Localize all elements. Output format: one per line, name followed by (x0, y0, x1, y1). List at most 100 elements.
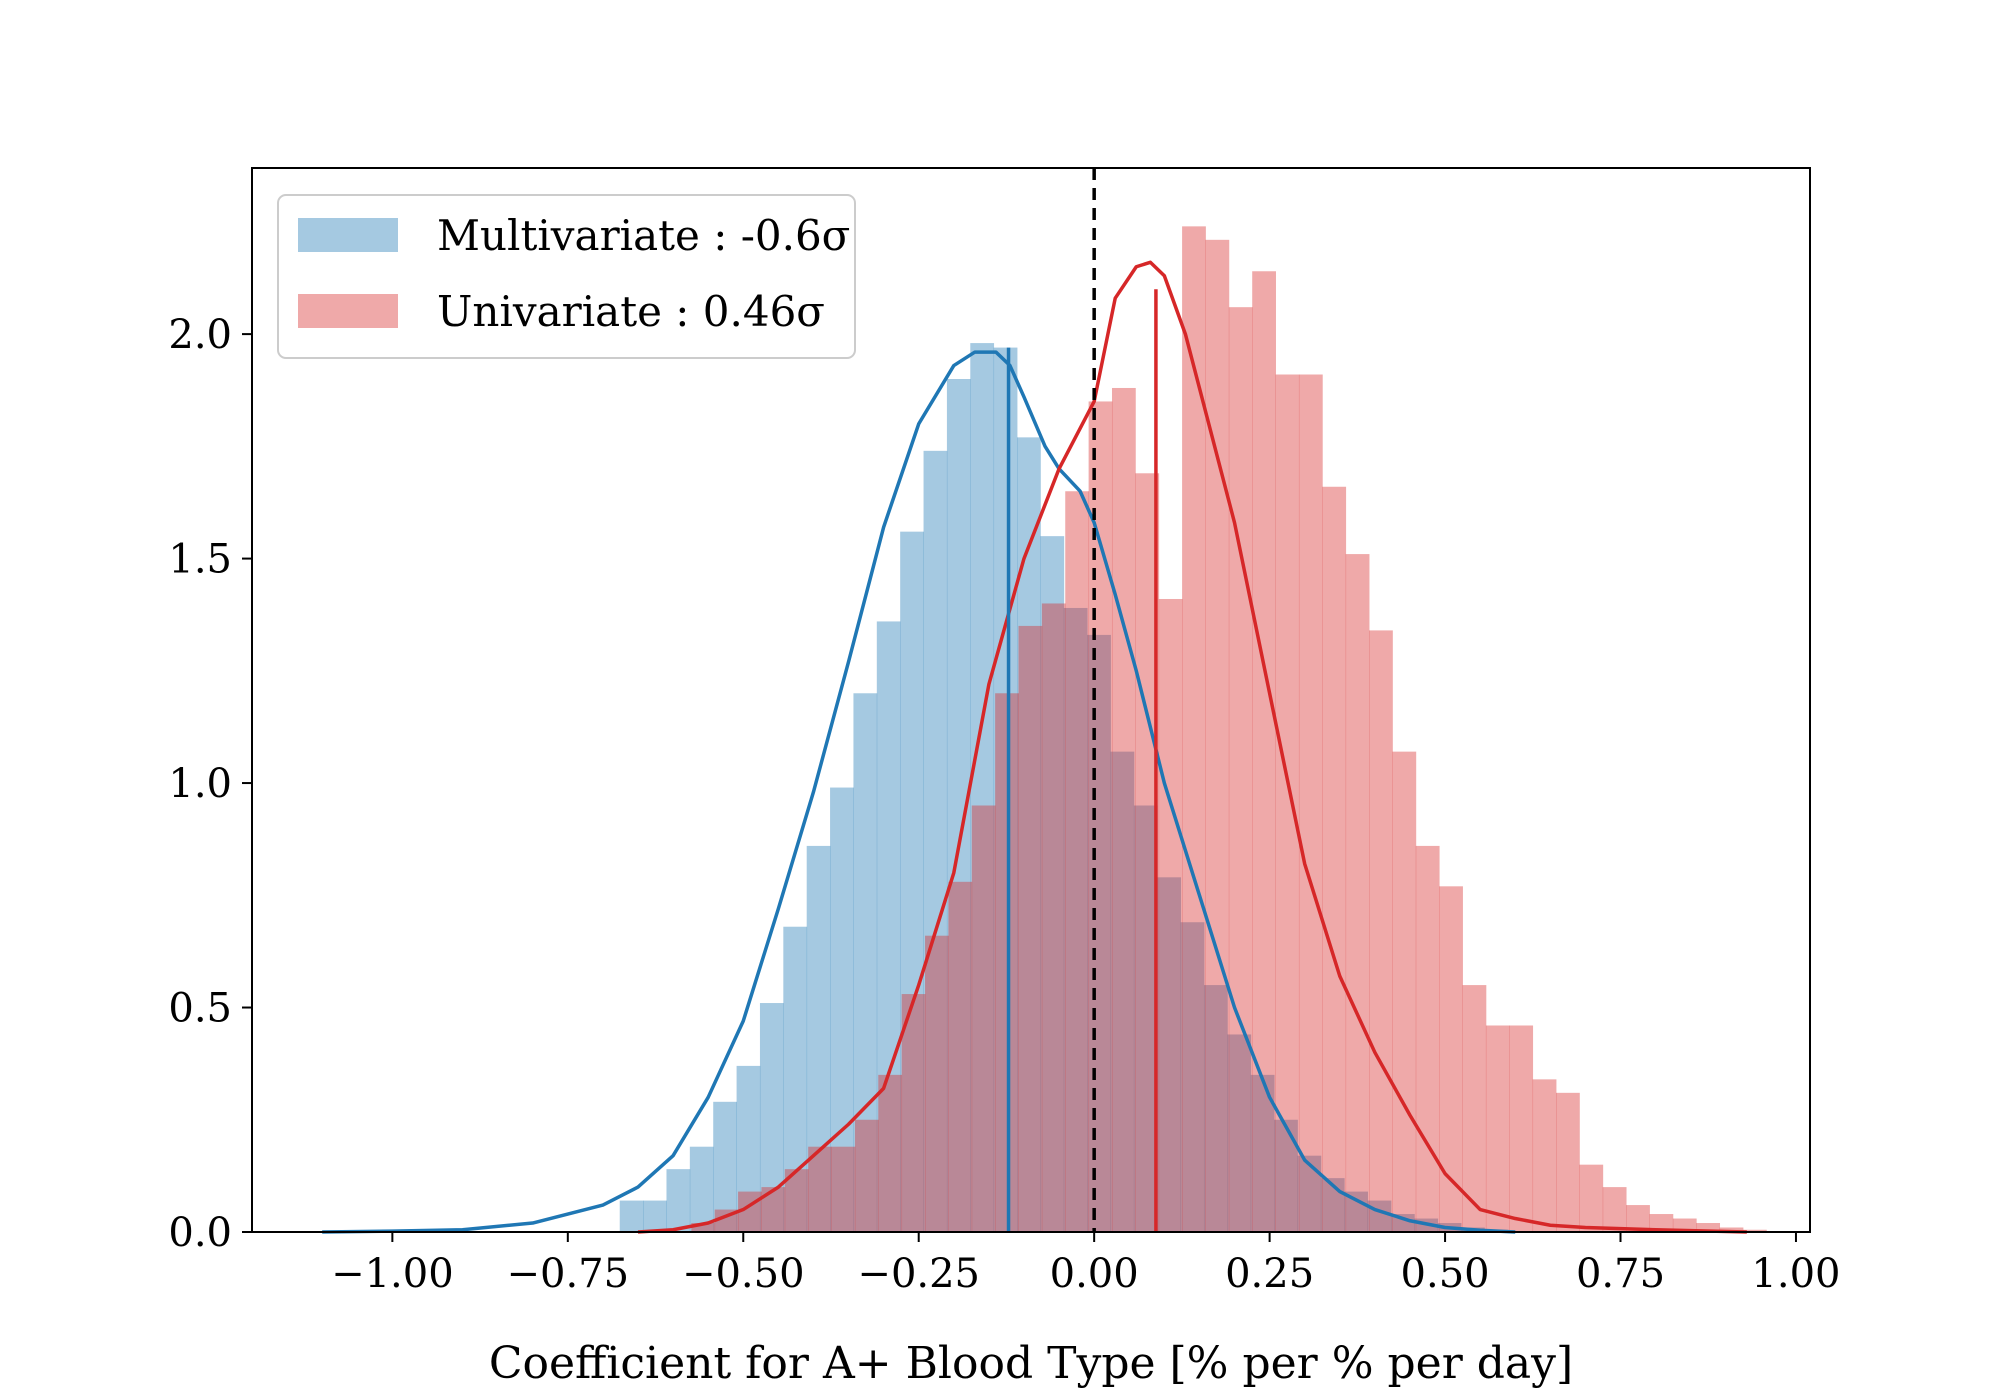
legend-label-multivariate: Multivariate : -0.6σ (437, 211, 850, 260)
histogram-bar-univariate (1018, 625, 1043, 1232)
kde-curve-univariate (637, 260, 1747, 1234)
histogram-bar-univariate (1392, 751, 1417, 1232)
histogram-bar-univariate (1439, 886, 1463, 1232)
y-tick-label: 2.0 (168, 312, 232, 358)
y-tick-label: 0.5 (168, 986, 232, 1032)
histogram-bar-multivariate (900, 531, 924, 1232)
legend-label-univariate: Univariate : 0.46σ (437, 287, 825, 336)
x-tick-label: −0.75 (507, 1251, 630, 1297)
histogram-bar-univariate (1088, 401, 1113, 1232)
histogram-bar-multivariate (1390, 1214, 1415, 1232)
histogram-bar-multivariate (1087, 634, 1111, 1232)
histogram-bar-multivariate (1180, 922, 1205, 1232)
histogram-bar-multivariate (713, 1101, 737, 1232)
histogram-bar-univariate (1626, 1205, 1650, 1232)
x-tick-label: −0.25 (857, 1251, 980, 1297)
x-tick-label: 0.25 (1225, 1251, 1314, 1297)
histogram-bar-univariate (1462, 985, 1487, 1232)
histogram-bar-univariate (1509, 1025, 1534, 1232)
x-tick-label: 0.50 (1401, 1251, 1490, 1297)
histogram-bar-multivariate (643, 1200, 667, 1232)
histogram-bar-univariate (808, 1146, 832, 1232)
y-axis-ticks: 0.0 0.5 1.0 1.5 2.0 (168, 312, 252, 1256)
histogram-bar-multivariate (970, 343, 995, 1233)
histogram-bar-multivariate (946, 379, 971, 1232)
y-tick-label: 1.0 (168, 761, 232, 807)
histogram-bar-multivariate (806, 845, 831, 1232)
histogram-bar-univariate (1485, 1025, 1510, 1232)
histogram-bar-univariate (1649, 1214, 1674, 1232)
histogram-bar-univariate (1275, 374, 1300, 1232)
x-tick-label: −0.50 (682, 1251, 805, 1297)
histogram-bar-multivariate (1297, 1155, 1322, 1232)
histogram-bar-univariate (831, 1146, 856, 1232)
histogram-bar-univariate (1556, 1092, 1580, 1232)
histogram-bar-univariate (1696, 1223, 1721, 1232)
histogram-bar-multivariate (689, 1146, 714, 1232)
histogram-bar-univariate (691, 1223, 716, 1232)
histogram-bar-univariate (1345, 554, 1370, 1232)
mean-lines (1006, 289, 1158, 1232)
legend-box (277, 194, 856, 359)
histogram-bar-multivariate (1274, 1119, 1298, 1232)
histogram-bar-multivariate (830, 787, 854, 1232)
histogram-bar-univariate (878, 1074, 903, 1232)
histogram-bar-univariate (784, 1169, 809, 1232)
histogram-bar-univariate (1228, 307, 1253, 1232)
histogram-bar-multivariate (1227, 1034, 1252, 1232)
histogram-bar-multivariate (993, 347, 1018, 1233)
y-tick-label: 0.0 (168, 1210, 232, 1256)
x-axis-ticks: −1.00 −0.75 −0.50 −0.25 0.00 0.25 0.50 0.75 1.00 (331, 1232, 1840, 1297)
histogram-bar-univariate (1322, 486, 1347, 1232)
histogram-bar-univariate (1135, 473, 1160, 1232)
histogram-bar-univariate (1205, 239, 1230, 1232)
histogram-bars (619, 226, 1767, 1233)
histogram-bar-univariate (1298, 374, 1323, 1232)
legend: Multivariate : -0.6σ Univariate : 0.46σ (277, 194, 856, 359)
histogram-bar-univariate (901, 994, 926, 1232)
histogram-bar-multivariate (1040, 536, 1065, 1232)
x-tick-label: 0.75 (1576, 1251, 1665, 1297)
x-tick-label: 0.00 (1050, 1251, 1139, 1297)
histogram-bar-multivariate (1133, 805, 1158, 1232)
histogram-bar-multivariate (1203, 985, 1228, 1232)
plot-area-frame (251, 167, 1811, 1233)
histogram-bar-univariate (1065, 491, 1090, 1232)
legend-swatch-univariate (298, 294, 398, 328)
histogram-bar-multivariate (736, 1065, 761, 1232)
x-tick-label: 1.00 (1751, 1251, 1840, 1297)
histogram-bar-univariate (854, 1119, 879, 1232)
histogram-bar-univariate (1719, 1227, 1744, 1232)
histogram-bar-multivariate (619, 1200, 644, 1232)
histogram-bar-univariate (948, 881, 973, 1232)
histogram-bar-univariate (761, 1187, 786, 1232)
y-tick-label: 1.5 (168, 537, 232, 583)
histogram-bar-multivariate (853, 693, 878, 1232)
histogram-bar-multivariate (1250, 1074, 1275, 1232)
histogram-bar-univariate (1111, 387, 1136, 1233)
histogram-bar-univariate (971, 805, 996, 1232)
histogram-bar-univariate (1602, 1187, 1627, 1232)
histogram-bar-univariate (1369, 630, 1393, 1232)
histogram-bar-univariate (1532, 1079, 1557, 1232)
histogram-bar-univariate (1579, 1164, 1604, 1232)
histogram-bar-multivariate (1017, 437, 1041, 1232)
histogram-bar-multivariate (783, 926, 808, 1232)
histogram-bar-univariate (1742, 1229, 1767, 1232)
histogram-bar-univariate (1415, 845, 1440, 1232)
histogram-bar-univariate (1041, 603, 1066, 1232)
x-axis-label: Coefficient for A+ Blood Type [% per % p… (489, 1338, 1573, 1389)
histogram-bar-multivariate (1157, 877, 1182, 1232)
histogram-bar-multivariate (876, 621, 901, 1232)
histogram-bar-multivariate (759, 1003, 784, 1232)
histogram-bar-multivariate (666, 1169, 691, 1232)
histogram-bar-univariate (1252, 271, 1276, 1232)
histogram-bar-univariate (1182, 226, 1206, 1233)
histogram-bar-univariate (925, 935, 949, 1232)
histogram-bar-univariate (1158, 598, 1183, 1232)
histogram-bar-multivariate (1110, 751, 1135, 1232)
legend-swatch-multivariate (298, 218, 398, 252)
x-tick-label: −1.00 (331, 1251, 454, 1297)
histogram-bar-multivariate (923, 450, 948, 1233)
